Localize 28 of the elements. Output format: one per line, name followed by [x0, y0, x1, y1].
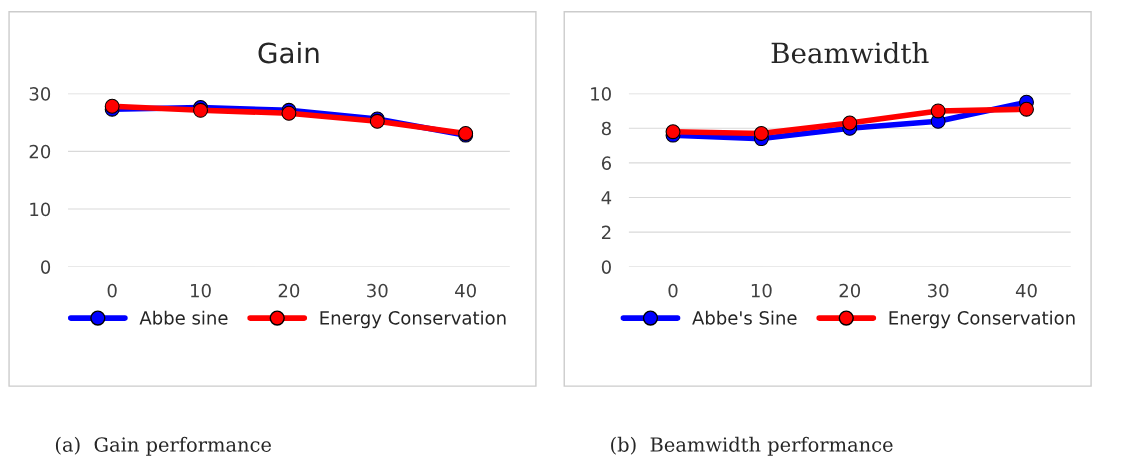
x-tick-label: 30 [928, 283, 949, 298]
x-tick-label: 20 [278, 283, 300, 298]
y-tick-label: 20 [29, 144, 51, 159]
x-tick-label: 40 [1015, 283, 1037, 298]
text: (a) Gain performance [55, 436, 271, 456]
legend-label: Abbe sine [139, 310, 228, 325]
y-tick-label: 0 [41, 260, 51, 274]
y-tick-label: 10 [30, 202, 51, 217]
y-tick-label: 10 [591, 87, 611, 101]
y-tick-label: 4 [601, 191, 612, 205]
x-tick-label: 0 [668, 283, 678, 298]
x-tick-label: 30 [367, 283, 388, 298]
x-tick-label: 0 [107, 283, 117, 298]
x-tick-label: 20 [839, 283, 861, 298]
chart-title: Beamwidth [771, 41, 929, 64]
legend-label: Energy Conservation [320, 310, 506, 329]
y-tick-label: 6 [601, 156, 612, 170]
text: (b) Beamwidth performance [611, 436, 893, 456]
chart-title: Gain [258, 41, 319, 64]
y-tick-label: 2 [601, 225, 611, 239]
x-tick-label: 40 [455, 283, 476, 298]
x-tick-label: 10 [751, 283, 772, 298]
y-tick-label: 30 [29, 87, 51, 101]
x-tick-label: 10 [191, 283, 211, 298]
legend-label: Abbe's Sine [692, 310, 797, 325]
y-tick-label: 0 [601, 260, 611, 274]
legend-label: Energy Conservation [889, 310, 1075, 329]
y-tick-label: 8 [601, 121, 611, 136]
